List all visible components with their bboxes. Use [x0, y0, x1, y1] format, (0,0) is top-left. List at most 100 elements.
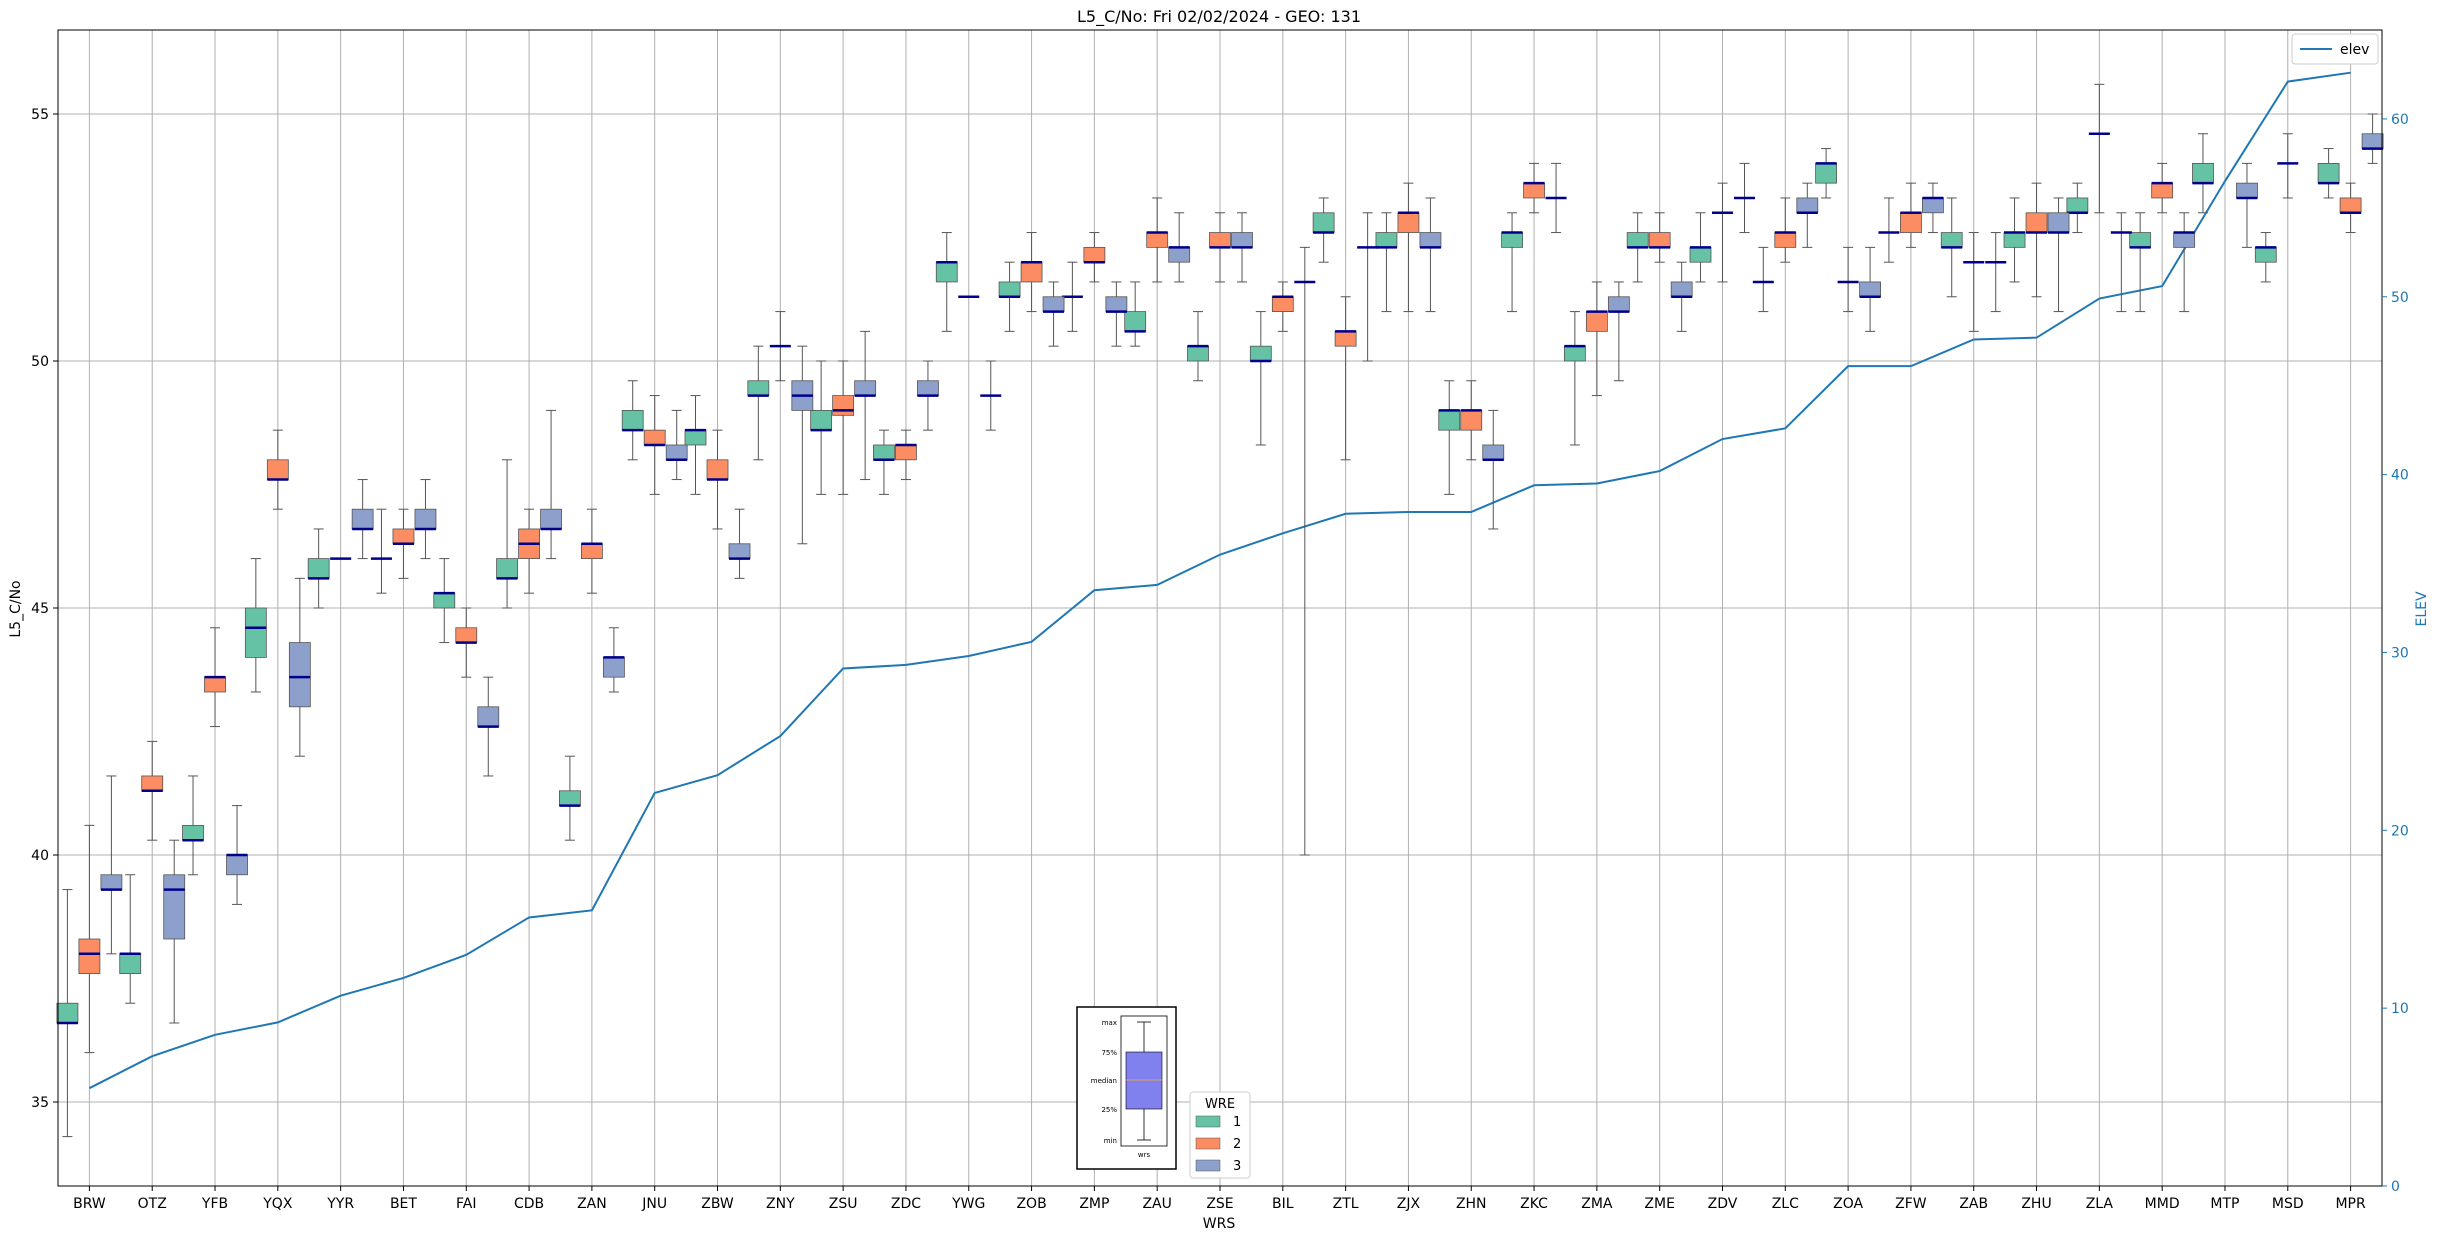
- box-wre2-fai: [455, 607, 478, 678]
- box-iqr: [935, 261, 958, 283]
- box-wre2-zau: [1146, 197, 1169, 283]
- y2-tick-label: 20: [2391, 823, 2409, 839]
- box-wre1-zdv: [1689, 212, 1712, 283]
- box-wre3-zdc: [917, 360, 939, 431]
- y-tick-label: 35: [31, 1095, 49, 1111]
- x-tick-label: ZBW: [701, 1196, 734, 1212]
- box-wre3-bet: [414, 479, 437, 560]
- box-iqr: [1859, 281, 1882, 298]
- box-wre1-ywg: [935, 232, 958, 332]
- box-wre3-bil: [1294, 246, 1316, 856]
- box-wre1-zhn: [1438, 380, 1461, 495]
- box-iqr: [1168, 246, 1191, 263]
- box-wre3-zan: [602, 627, 625, 693]
- box-wre2-zlc: [1774, 197, 1797, 263]
- x-tick-label: YFB: [201, 1196, 228, 1212]
- box-iqr: [1922, 197, 1944, 214]
- box-iqr: [1397, 212, 1420, 233]
- y2-tick-label: 60: [2391, 112, 2409, 128]
- box-wre1-mtp: [2192, 133, 2214, 214]
- box-wre3-otz: [163, 839, 186, 1024]
- x-tick-label: BRW: [73, 1196, 106, 1212]
- box-wre2-zhu: [2025, 182, 2048, 298]
- box-iqr: [998, 281, 1021, 298]
- box-wre1-brw: [56, 889, 79, 1138]
- box-wre1-zfw: [1878, 197, 1900, 263]
- box-iqr: [2236, 182, 2258, 199]
- box-wre1-fai: [433, 558, 456, 644]
- box-iqr: [1648, 232, 1671, 248]
- x-tick-label: ZDC: [891, 1196, 921, 1212]
- box-iqr: [1689, 246, 1712, 263]
- box-iqr: [2066, 197, 2089, 214]
- box-iqr: [602, 657, 625, 678]
- box-wre1-ztl: [1312, 197, 1335, 263]
- y2-tick-label: 40: [2391, 468, 2409, 484]
- box-wre3-ywg: [980, 360, 1002, 431]
- box-iqr: [1020, 261, 1043, 283]
- box-wre2-zsu: [832, 360, 855, 495]
- box-wre2-zmp: [1083, 232, 1106, 283]
- box-iqr: [643, 429, 666, 446]
- box-wre2-bet: [392, 508, 415, 579]
- x-tick-label: ZKC: [1520, 1196, 1548, 1212]
- elev-legend-frame: [2291, 33, 2379, 65]
- box-iqr: [706, 459, 729, 480]
- box-wre2-zny: [769, 311, 791, 382]
- box-iqr: [1312, 212, 1335, 233]
- box-wre3-zab: [1985, 232, 2007, 313]
- x-tick-label: MMD: [2145, 1196, 2180, 1212]
- box-iqr: [100, 874, 123, 890]
- box-iqr: [1900, 212, 1922, 233]
- inset-label-median: median: [1091, 1077, 1117, 1085]
- wre-legend-label-2: 2: [1233, 1137, 1241, 1152]
- x-tick-label: ZHN: [1456, 1196, 1487, 1212]
- box-iqr: [2339, 197, 2362, 214]
- box-iqr: [1209, 232, 1231, 248]
- elev-legend: elev: [2291, 33, 2379, 65]
- x-tick-label: ZLA: [2086, 1196, 2114, 1212]
- box-iqr: [832, 395, 855, 416]
- box-wre3-jnu: [665, 409, 688, 481]
- box-wre1-zjx: [1375, 212, 1398, 313]
- box-wre3-zoa: [1859, 246, 1882, 332]
- x-tick-label: ZSU: [829, 1196, 858, 1212]
- wre-legend-frame: [1189, 1091, 1251, 1179]
- box-iqr: [1146, 232, 1169, 248]
- box-iqr: [665, 444, 688, 461]
- box-iqr: [1271, 296, 1294, 312]
- box-wre2-yqx: [266, 429, 289, 510]
- y-tick-label: 55: [31, 107, 49, 123]
- x-tick-label: ZFW: [1895, 1196, 1927, 1212]
- inset-label-min: min: [1104, 1137, 1117, 1145]
- x-tick-label: ZLC: [1772, 1196, 1799, 1212]
- box-iqr: [728, 543, 751, 559]
- box-iqr: [540, 508, 562, 530]
- box-iqr: [1375, 232, 1398, 248]
- box-iqr: [351, 508, 374, 530]
- box-layer: [56, 83, 2384, 1138]
- y-axis-label: L5_C/No: [8, 580, 24, 637]
- box-wre2-zdv: [1711, 182, 1733, 283]
- box-wre3-zjx: [1419, 197, 1442, 313]
- wre-legend-swatch-1: [1195, 1115, 1221, 1128]
- box-wre1-zse: [1187, 311, 1209, 382]
- x-tick-label: ZAU: [1142, 1196, 1171, 1212]
- box-wre2-zdc: [895, 429, 917, 481]
- box-wre3-zsu: [854, 330, 877, 481]
- box-iqr: [1940, 232, 1963, 248]
- box-iqr: [288, 642, 311, 708]
- box-iqr: [873, 444, 895, 461]
- box-iqr: [414, 508, 437, 530]
- box-iqr: [119, 953, 142, 974]
- box-wre3-yyr: [351, 479, 374, 560]
- box-wre2-zbw: [706, 429, 729, 530]
- box-iqr: [1042, 296, 1065, 312]
- box-iqr: [1774, 232, 1797, 248]
- box-iqr: [477, 706, 500, 727]
- box-iqr: [917, 380, 939, 396]
- y-tick-label: 40: [31, 848, 49, 864]
- box-wre3-mmd: [2173, 212, 2196, 313]
- box-iqr: [1334, 330, 1357, 347]
- box-wre2-brw: [78, 824, 101, 1054]
